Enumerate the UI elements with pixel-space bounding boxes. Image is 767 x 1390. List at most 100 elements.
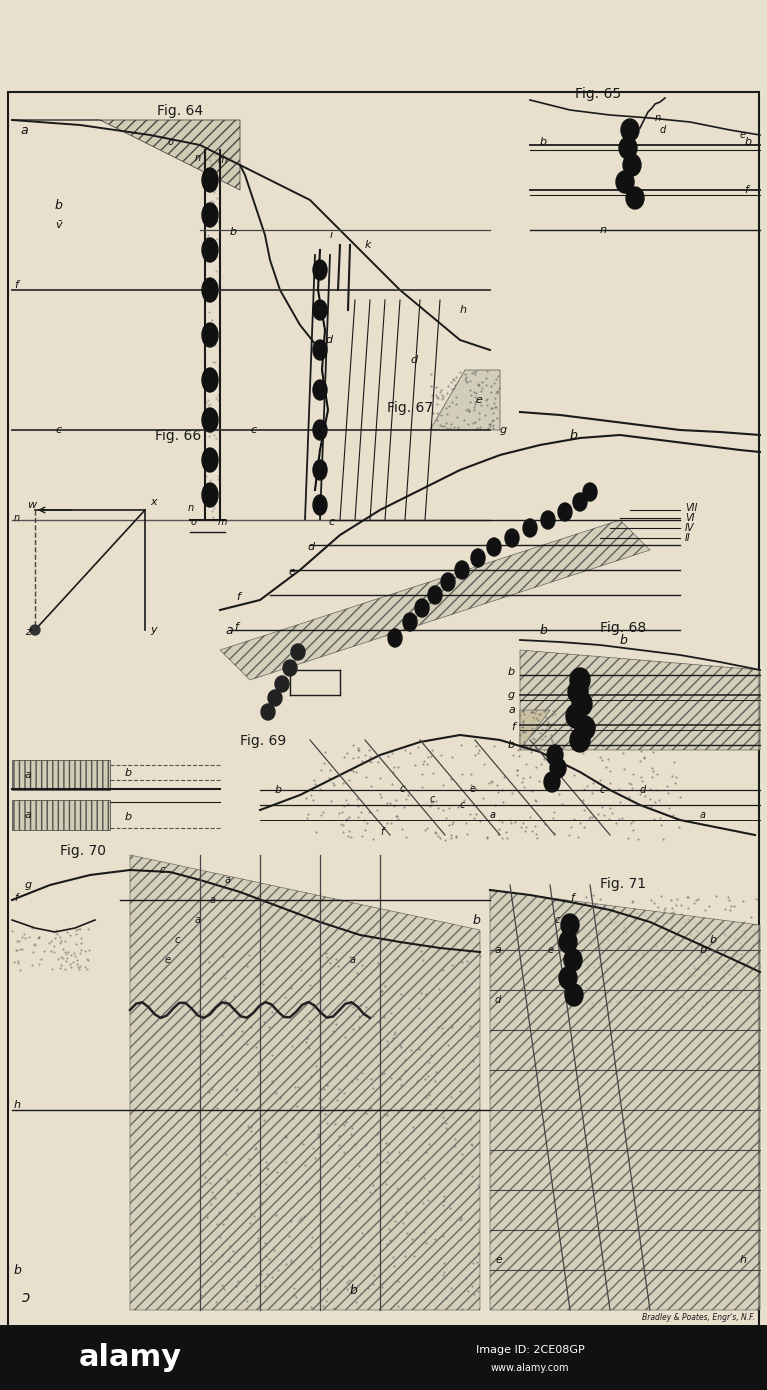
- Text: h: h: [740, 1255, 747, 1265]
- Text: f: f: [14, 892, 18, 904]
- Ellipse shape: [313, 420, 327, 441]
- Text: i: i: [330, 229, 333, 240]
- Ellipse shape: [441, 573, 455, 591]
- Polygon shape: [12, 801, 110, 830]
- Text: e: e: [740, 131, 746, 140]
- Ellipse shape: [523, 518, 537, 537]
- Text: Fig. 69: Fig. 69: [240, 734, 286, 748]
- Text: a: a: [225, 624, 232, 637]
- Text: a: a: [350, 955, 356, 965]
- Text: e: e: [288, 567, 295, 577]
- Ellipse shape: [202, 238, 218, 261]
- Text: o: o: [191, 517, 197, 527]
- Text: b: b: [508, 667, 515, 677]
- Text: b: b: [472, 913, 480, 927]
- Text: Fig. 66: Fig. 66: [155, 430, 201, 443]
- Ellipse shape: [626, 188, 644, 208]
- Ellipse shape: [561, 915, 579, 935]
- Ellipse shape: [313, 341, 327, 360]
- Polygon shape: [520, 651, 760, 751]
- Text: h: h: [14, 1099, 21, 1111]
- Ellipse shape: [568, 680, 588, 703]
- Text: e: e: [495, 1255, 502, 1265]
- Ellipse shape: [428, 587, 442, 605]
- Text: b: b: [710, 935, 717, 945]
- Polygon shape: [12, 120, 240, 190]
- Ellipse shape: [313, 379, 327, 400]
- Text: f: f: [570, 892, 574, 904]
- Text: b: b: [700, 945, 707, 955]
- Text: c: c: [329, 517, 335, 527]
- Text: ɔ: ɔ: [22, 1290, 31, 1305]
- Text: b: b: [125, 812, 132, 821]
- Polygon shape: [430, 370, 500, 430]
- Text: b: b: [508, 739, 515, 751]
- Text: d: d: [410, 354, 417, 366]
- Ellipse shape: [570, 669, 590, 692]
- Text: a: a: [700, 810, 706, 820]
- Ellipse shape: [570, 728, 590, 752]
- Text: a: a: [25, 810, 32, 820]
- Ellipse shape: [202, 168, 218, 192]
- Ellipse shape: [202, 368, 218, 392]
- Text: c: c: [600, 785, 605, 795]
- Ellipse shape: [261, 703, 275, 720]
- Ellipse shape: [572, 692, 592, 716]
- Ellipse shape: [268, 689, 282, 706]
- Ellipse shape: [202, 482, 218, 507]
- Ellipse shape: [291, 644, 305, 660]
- Text: a: a: [210, 895, 216, 905]
- Text: f: f: [511, 721, 515, 733]
- Text: w: w: [27, 500, 36, 510]
- Text: c: c: [400, 784, 406, 794]
- Text: y: y: [150, 626, 156, 635]
- Text: Fig. 67: Fig. 67: [387, 400, 433, 416]
- Text: g: g: [25, 880, 32, 890]
- Text: d: d: [660, 125, 667, 135]
- Ellipse shape: [566, 703, 586, 728]
- Text: e: e: [470, 784, 476, 794]
- Text: b: b: [350, 1283, 358, 1297]
- Text: f: f: [236, 592, 240, 602]
- Text: d: d: [308, 542, 315, 552]
- Text: c: c: [175, 935, 180, 945]
- Text: b: b: [745, 138, 752, 147]
- Text: b: b: [570, 428, 578, 442]
- Ellipse shape: [471, 549, 485, 567]
- Ellipse shape: [559, 967, 577, 990]
- Text: a: a: [508, 705, 515, 714]
- Text: e: e: [165, 955, 171, 965]
- Text: m: m: [218, 156, 228, 165]
- Ellipse shape: [313, 495, 327, 516]
- Text: b: b: [230, 227, 237, 238]
- Text: VI: VI: [685, 513, 694, 523]
- Text: b: b: [55, 199, 63, 211]
- Text: d: d: [495, 995, 502, 1005]
- Text: Fig. 64: Fig. 64: [157, 104, 203, 118]
- Text: f: f: [14, 279, 18, 291]
- Text: a: a: [25, 770, 32, 780]
- Text: e: e: [548, 945, 554, 955]
- Text: n: n: [655, 113, 661, 122]
- Ellipse shape: [544, 771, 560, 792]
- Text: b: b: [540, 624, 548, 637]
- Text: a: a: [20, 124, 28, 136]
- Ellipse shape: [565, 984, 583, 1006]
- Ellipse shape: [30, 626, 40, 635]
- Text: Fig. 70: Fig. 70: [60, 844, 106, 858]
- Text: a: a: [225, 874, 231, 885]
- Text: a: a: [495, 945, 502, 955]
- Ellipse shape: [487, 538, 501, 556]
- Ellipse shape: [621, 120, 639, 140]
- Ellipse shape: [455, 562, 469, 580]
- Ellipse shape: [564, 949, 582, 972]
- Text: Fig. 68: Fig. 68: [600, 621, 647, 635]
- Text: c: c: [55, 425, 61, 435]
- Text: n: n: [195, 153, 201, 163]
- Text: c: c: [555, 915, 561, 924]
- Ellipse shape: [623, 154, 641, 177]
- Ellipse shape: [547, 745, 563, 765]
- Text: g: g: [500, 425, 507, 435]
- Text: z: z: [25, 627, 31, 637]
- Text: a: a: [490, 810, 496, 820]
